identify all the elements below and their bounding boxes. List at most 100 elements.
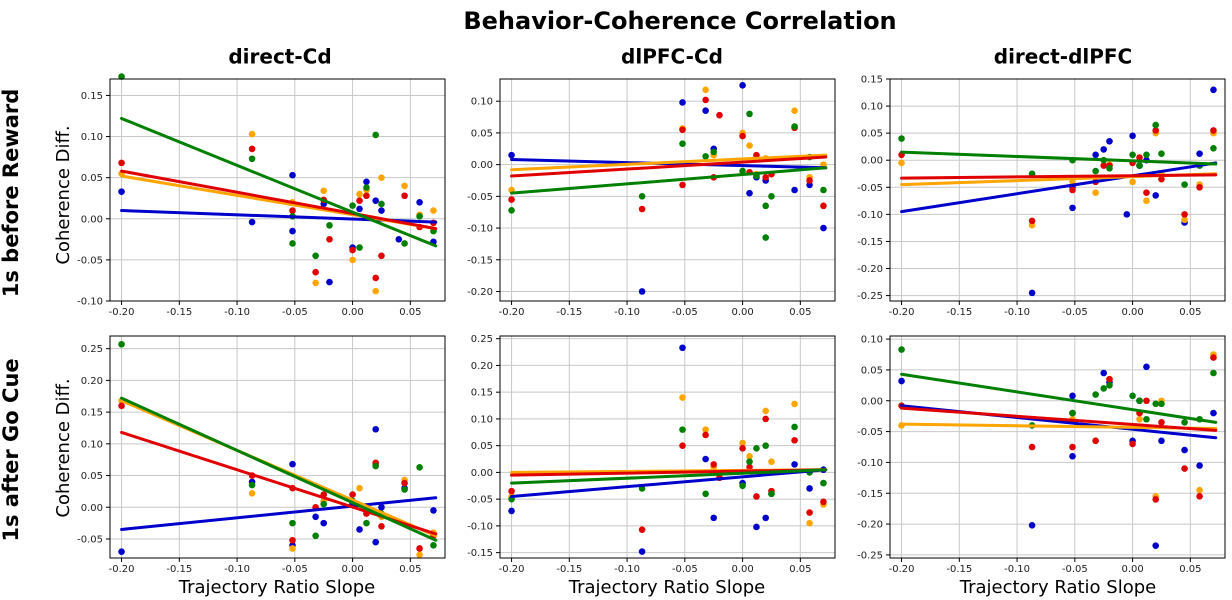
orange-data-point	[679, 394, 686, 401]
blue-data-point	[1210, 409, 1217, 417]
red-data-point	[820, 202, 827, 210]
y-tick-label: 0.15	[81, 408, 103, 419]
x-tick-label: -0.05	[1062, 307, 1088, 318]
y-tick-label: 0.20	[81, 376, 103, 387]
blue-data-point	[320, 519, 328, 527]
green-data-point	[248, 155, 256, 163]
scatter-panel: -0.20 -0.15 -0.10 -0.05 0.00 0.05 -0.25 -0.20 -0…	[857, 335, 1226, 575]
red-data-point	[363, 192, 370, 200]
x-tick-label: -0.10	[614, 307, 640, 318]
green-data-point	[372, 462, 379, 470]
red-data-point	[1136, 154, 1143, 161]
blue-data-point	[791, 461, 798, 468]
blue-data-point	[679, 99, 686, 106]
red-data-point	[326, 236, 333, 243]
x-tick-label: 0.00	[1121, 307, 1143, 318]
y-tick-label: 0.05	[861, 365, 883, 376]
orange-data-point	[746, 142, 753, 149]
blue-data-point	[1028, 522, 1036, 529]
blue-data-point	[1158, 437, 1165, 445]
green-data-point	[1210, 369, 1217, 377]
green-data-point	[739, 482, 746, 490]
blue-data-point	[372, 538, 379, 546]
blue-data-point	[739, 82, 746, 89]
orange-data-point	[378, 174, 385, 181]
blue-data-point	[638, 548, 646, 555]
red-data-point	[416, 545, 423, 552]
blue-data-point	[1100, 146, 1108, 153]
x-tick-label: 0.05	[1179, 307, 1201, 318]
orange-data-point	[702, 426, 709, 433]
x-tick-label: 0.05	[399, 564, 421, 575]
x-tick-label: -0.15	[166, 307, 192, 318]
y-tick-label: -0.10	[77, 297, 103, 308]
x-tick-label: 0.00	[341, 564, 363, 575]
blue-data-point	[395, 236, 403, 243]
green-data-point	[356, 244, 363, 251]
red-data-point	[1143, 397, 1150, 405]
blue-data-point	[762, 514, 769, 522]
green-data-point	[312, 252, 319, 260]
x-tick-label: 0.05	[1179, 564, 1201, 575]
x-axis-label-col3: Trajectory Ratio Slope	[959, 577, 1156, 598]
blue-data-point	[1196, 462, 1203, 469]
red-data-point	[762, 415, 769, 423]
scatter-panel: -0.20 -0.15 -0.10 -0.05 0.00 0.05 -0.05 0.00 0.0…	[77, 335, 446, 575]
x-tick-label: -0.15	[946, 564, 972, 575]
blue-data-point	[248, 218, 256, 226]
orange-data-point	[702, 86, 709, 94]
x-tick-label: 0.05	[789, 564, 811, 575]
red-data-point	[739, 132, 746, 140]
red-data-point	[762, 174, 769, 181]
blue-data-point	[710, 514, 718, 522]
blue-data-point	[118, 188, 125, 195]
blue-fit-line	[900, 161, 1218, 214]
red-data-point	[1181, 465, 1188, 472]
y-tick-label: -0.15	[857, 489, 883, 500]
green-fit-line	[510, 166, 828, 195]
blue-data-point	[1152, 542, 1159, 549]
red-data-point	[289, 207, 296, 214]
blue-data-point	[1092, 151, 1099, 159]
plot-frame	[889, 335, 1226, 559]
y-tick-label: -0.10	[467, 224, 493, 235]
x-axis-label-col1: Trajectory Ratio Slope	[178, 577, 375, 598]
green-data-point	[401, 486, 408, 493]
x-tick-label: -0.05	[672, 564, 698, 575]
red-data-point	[508, 487, 515, 495]
y-tick-label: 0.25	[81, 344, 103, 355]
green-data-point	[1158, 400, 1165, 408]
green-data-point	[1143, 151, 1150, 159]
y-tick-label: -0.25	[857, 291, 883, 302]
y-tick-label: 0.10	[81, 132, 103, 143]
x-tick-label: -0.05	[282, 564, 308, 575]
y-tick-label: 0.05	[471, 128, 493, 139]
blue-data-point	[1028, 289, 1036, 297]
x-tick-label: -0.20	[889, 307, 915, 318]
green-data-point	[679, 426, 686, 433]
orange-data-point	[746, 453, 753, 460]
blue-data-point	[1106, 137, 1113, 145]
red-data-point	[1028, 217, 1036, 225]
red-data-point	[1129, 440, 1136, 448]
column-title-direct-dlpfc: direct-dlPFC	[994, 45, 1133, 69]
red-data-point	[1028, 443, 1036, 451]
blue-data-point	[289, 227, 296, 235]
y-tick-label: -0.05	[467, 192, 493, 203]
y-tick-label: -0.10	[467, 521, 493, 532]
blue-data-point	[1069, 392, 1076, 400]
red-data-point	[739, 445, 746, 452]
green-data-point	[791, 423, 798, 431]
green-data-point	[762, 234, 769, 241]
blue-data-point	[312, 513, 319, 521]
green-data-point	[1158, 150, 1165, 158]
plot-frame	[499, 78, 836, 302]
red-data-point	[820, 498, 827, 506]
green-fit-line	[900, 372, 1218, 424]
orange-data-point	[1196, 486, 1203, 494]
red-data-point	[638, 205, 646, 213]
green-data-point	[753, 445, 760, 452]
y-tick-label: 0.00	[861, 156, 883, 167]
red-fit-line	[510, 155, 828, 178]
